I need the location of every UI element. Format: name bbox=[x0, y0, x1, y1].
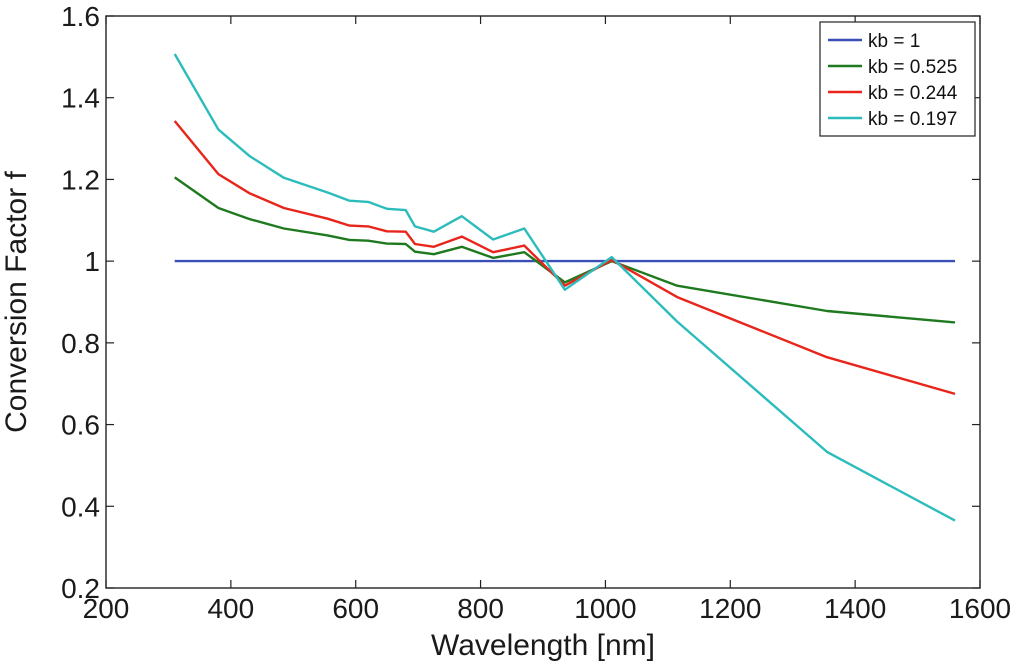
legend-label: kb = 0.244 bbox=[868, 83, 958, 104]
x-axis-label: Wavelength [nm] bbox=[431, 629, 655, 662]
y-tick-label: 0.4 bbox=[61, 491, 100, 522]
y-tick-label: 0.2 bbox=[61, 573, 100, 604]
series-line-3 bbox=[173, 53, 956, 522]
y-tick-label: 0.6 bbox=[61, 410, 100, 441]
x-tick-label: 1600 bbox=[949, 593, 1011, 624]
series-line-2 bbox=[173, 120, 956, 396]
legend: kb = 1 kb = 0.525 kb = 0.244 kb = 0.197 bbox=[819, 21, 976, 137]
y-tick-label: 1.2 bbox=[61, 164, 100, 195]
y-tick-label: 1 bbox=[84, 246, 100, 277]
legend-label: kb = 0.197 bbox=[868, 109, 957, 130]
x-tick-label: 800 bbox=[457, 593, 504, 624]
axis-ticks: 200 400 600 800 1000 1200 1400 1600 0.2 0.4 0.6 0.8… bbox=[61, 1, 1011, 624]
x-tick-label: 200 bbox=[83, 593, 130, 624]
legend-label: kb = 0.525 bbox=[868, 57, 957, 78]
y-tick-label: 1.4 bbox=[61, 83, 100, 114]
x-tick-label: 400 bbox=[207, 593, 254, 624]
x-tick-label: 1200 bbox=[699, 593, 761, 624]
legend-label: kb = 1 bbox=[868, 31, 920, 52]
y-tick-label: 0.8 bbox=[61, 328, 100, 359]
x-tick-label: 600 bbox=[332, 593, 379, 624]
x-tick-label: 1400 bbox=[824, 593, 886, 624]
y-tick-label: 1.6 bbox=[61, 1, 100, 32]
series-lines bbox=[173, 53, 956, 522]
x-tick-label: 1000 bbox=[574, 593, 636, 624]
y-axis-label: Conversion Factor f bbox=[0, 170, 33, 432]
